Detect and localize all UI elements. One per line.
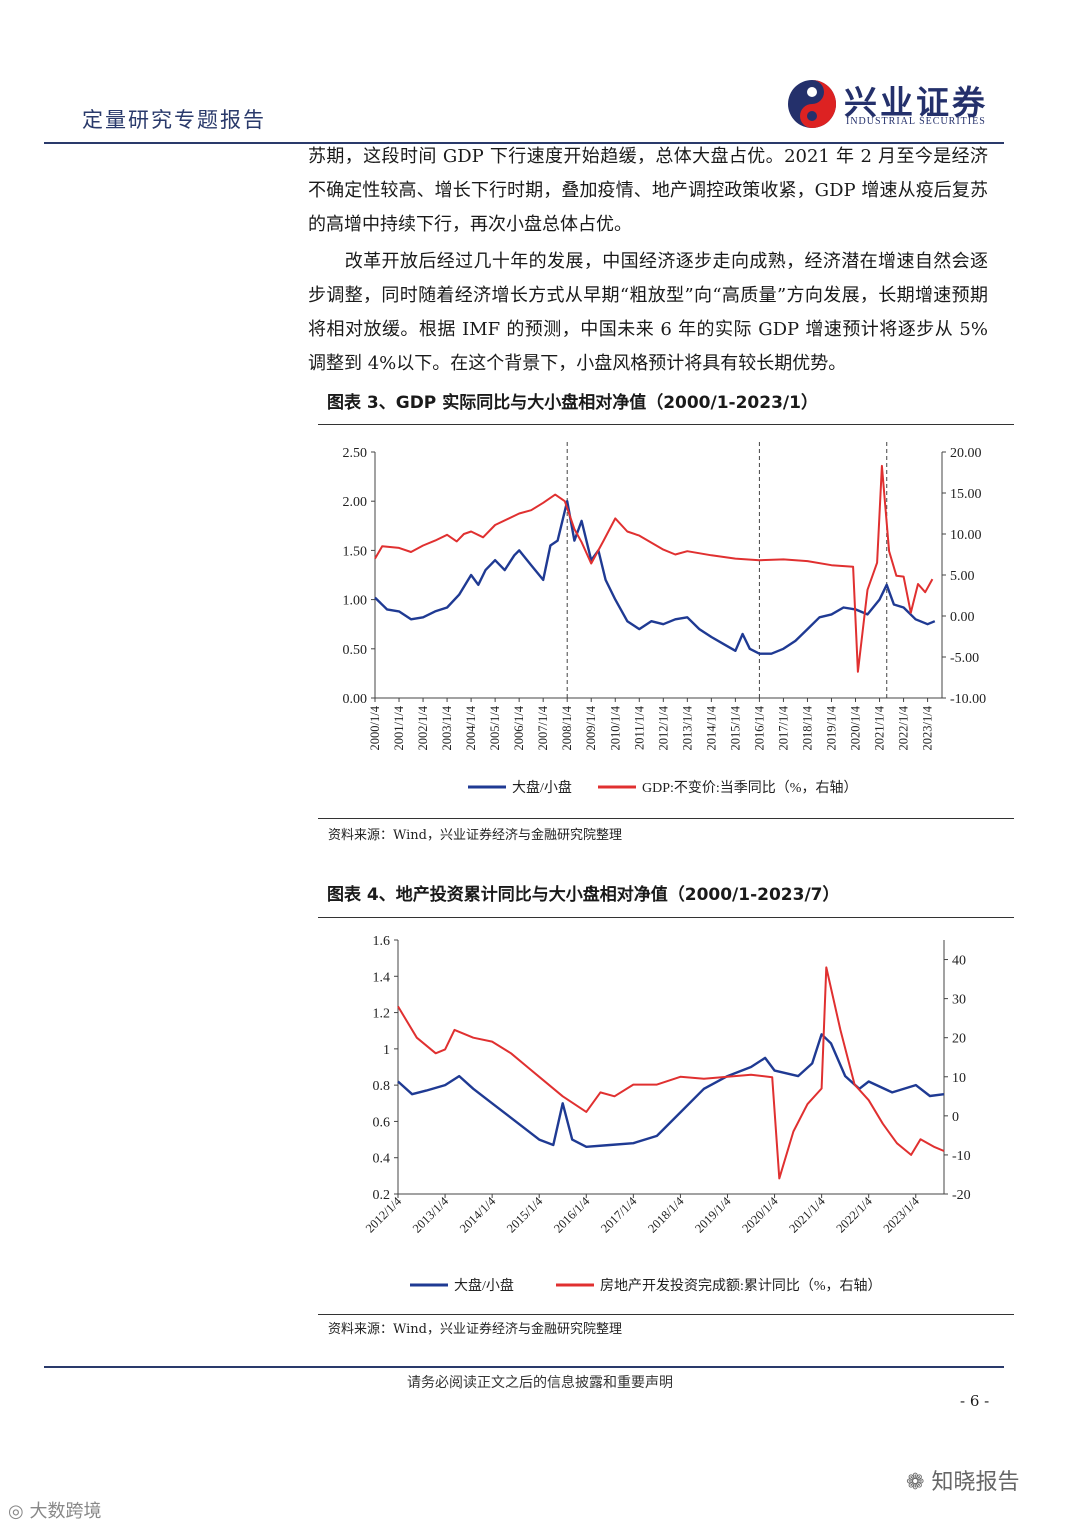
figure3-x-tick-label: 2016/1/4 — [752, 705, 766, 750]
figure3-x-tick-label: 2001/1/4 — [392, 705, 406, 750]
figure4-left-tick-label: 0.4 — [373, 1152, 391, 1167]
figure4-series-line-1 — [397, 1033, 945, 1149]
paragraph-2: 改革开放后经过几十年的发展，中国经济逐步走向成熟，经济潜在增速自然会逐步调整，同… — [308, 251, 988, 374]
figure4-x-tick-label: 2015/1/4 — [504, 1194, 546, 1236]
paragraph-1: 苏期，这段时间 GDP 下行速度开始趋缓，总体大盘占优。2021 年 2 月至今… — [308, 146, 988, 235]
page-number: - 6 - — [960, 1392, 990, 1410]
figure4-title: 图表 4、地产投资累计同比与大小盘相对净值（2000/1-2023/7） — [327, 885, 840, 905]
figure3-x-tick-label: 2012/1/4 — [656, 705, 670, 750]
figure3-x-tick-label: 2000/1/4 — [368, 705, 382, 750]
figure4-series-line-2 — [397, 966, 945, 1180]
wechat-icon: ❁ — [906, 1470, 925, 1495]
figure4-bottom-rule — [318, 1314, 1014, 1315]
figure4-left-tick-label: 0.8 — [373, 1079, 391, 1094]
figure3-x-tick-label: 2005/1/4 — [488, 705, 502, 750]
watermark-right: ❁ 知晓报告 — [906, 1464, 1019, 1496]
footer-divider — [44, 1366, 1004, 1368]
watermark-left-text: 大数跨境 — [29, 1501, 102, 1522]
figure3-left-tick-label: 2.50 — [343, 446, 368, 461]
figure3-left-tick-label: 2.00 — [343, 495, 368, 510]
figure4-legend-label-1: 大盘/小盘 — [454, 1277, 514, 1294]
figure3-x-tick-label: 2023/1/4 — [921, 705, 935, 750]
figure4-left-tick-label: 1 — [383, 1043, 390, 1058]
figure3-x-tick-label: 2019/1/4 — [824, 705, 838, 750]
figure3-right-tick-label: -10.00 — [950, 692, 986, 707]
watermark-left: ◎ 大数跨境 — [8, 1497, 101, 1523]
figure4-x-tick-label: 2017/1/4 — [598, 1194, 640, 1236]
figure3-x-tick-label: 2015/1/4 — [728, 705, 742, 750]
figure3-x-tick-label: 2004/1/4 — [464, 705, 478, 750]
figure4-right-tick-label: 0 — [952, 1110, 959, 1125]
figure4-right-tick-label: 40 — [952, 954, 966, 969]
figure3-bottom-rule — [318, 818, 1014, 819]
figure4-legend-label-2: 房地产开发投资完成额:累计同比（%，右轴） — [600, 1278, 882, 1294]
figure3-x-tick-label: 2020/1/4 — [849, 705, 863, 750]
figure4-left-tick-label: 1.2 — [373, 1007, 391, 1022]
figure3-x-tick-label: 2017/1/4 — [776, 705, 790, 750]
figure4-left-tick-label: 0.6 — [373, 1115, 391, 1130]
figure4-top-rule — [318, 917, 1014, 918]
figure3-left-tick-label: 1.50 — [343, 544, 368, 559]
figure4-left-tick-label: 1.6 — [373, 934, 391, 949]
watermark-right-text: 知晓报告 — [931, 1470, 1020, 1495]
figure3-legend-label-2: GDP:不变价:当季同比（%，右轴） — [642, 780, 857, 796]
figure3-x-tick-label: 2013/1/4 — [680, 705, 694, 750]
figure4-left-tick-label: 1.4 — [373, 970, 391, 985]
figure3-chart: 0.00 0.50 1.00 1.50 2.00 2.50 -10.00 -5.00 0.00 5… — [343, 442, 986, 796]
logo-subtitle: INDUSTRIAL SECURITIES — [846, 116, 986, 127]
figure3-x-tick-label: 2010/1/4 — [608, 705, 622, 750]
figure4-right-tick-label: 30 — [952, 993, 966, 1008]
report-type-title: 定量研究专题报告 — [82, 108, 266, 132]
figure3-x-tick-label: 2011/1/4 — [632, 705, 646, 750]
figure4-right-tick-label: -10 — [952, 1149, 971, 1164]
company-logo: 兴业证券 INDUSTRIAL SECURITIES — [782, 74, 1012, 134]
figure3-x-tick-label: 2018/1/4 — [800, 705, 814, 750]
figure4-x-tick-label: 2021/1/4 — [786, 1194, 828, 1236]
figure3-top-rule — [318, 424, 1014, 425]
figure3-x-tick-label: 2009/1/4 — [584, 705, 598, 750]
figure3-legend-label-1: 大盘/小盘 — [512, 779, 572, 796]
figure3-right-tick-label: 5.00 — [950, 569, 975, 584]
figure4-x-tick-label: 2019/1/4 — [692, 1194, 734, 1236]
figure4-x-tick-label: 2018/1/4 — [645, 1194, 687, 1236]
figure3-right-tick-label: 15.00 — [950, 487, 982, 502]
figure3-x-tick-label: 2021/1/4 — [873, 705, 887, 750]
figure4-x-tick-label: 2022/1/4 — [833, 1194, 875, 1236]
figure3-series-line-2 — [374, 464, 934, 673]
body-text: 苏期，这段时间 GDP 下行速度开始趋缓，总体大盘占优。2021 年 2 月至今… — [308, 140, 988, 381]
figure3-x-tick-label: 2022/1/4 — [897, 705, 911, 750]
figure4-right-tick-label: 10 — [952, 1071, 966, 1086]
logo-name: 兴业证券 — [844, 83, 988, 122]
figure3-right-tick-label: -5.00 — [950, 651, 979, 666]
figure3-x-tick-label: 2014/1/4 — [704, 705, 718, 750]
figure3-x-tick-label: 2006/1/4 — [512, 705, 526, 750]
figure3-series-line-1 — [374, 499, 936, 655]
figure3-left-tick-label: 0.50 — [343, 643, 368, 658]
logo-mark-icon — [788, 80, 836, 128]
figure3-title: 图表 3、GDP 实际同比与大小盘相对净值（2000/1-2023/1） — [327, 393, 818, 413]
figure3-x-tick-label: 2007/1/4 — [536, 705, 550, 750]
brand-icon: ◎ — [8, 1501, 24, 1522]
figure4-chart: 0.2 0.4 0.6 0.8 1 1.2 1.4 1.6 -20 -10 0 10 20 30 40 201… — [363, 934, 971, 1294]
figure3-right-tick-label: 0.00 — [950, 610, 975, 625]
figure3-left-tick-label: 1.00 — [343, 594, 368, 609]
figure4-right-tick-label: -20 — [952, 1188, 971, 1203]
figure3-right-tick-label: 10.00 — [950, 528, 982, 543]
figure4-x-tick-label: 2013/1/4 — [410, 1194, 452, 1236]
figure3-left-tick-label: 0.00 — [343, 692, 368, 707]
figure4-x-tick-label: 2016/1/4 — [551, 1194, 593, 1236]
disclaimer-note: 请务必阅读正文之后的信息披露和重要声明 — [407, 1375, 673, 1391]
figure3-source: 资料来源：Wind，兴业证券经济与金融研究院整理 — [328, 828, 622, 843]
header-divider — [44, 142, 1004, 144]
figure4-left-tick-label: 0.2 — [373, 1188, 391, 1203]
figure4-x-tick-label: 2014/1/4 — [457, 1194, 499, 1236]
figure4-x-tick-label: 2023/1/4 — [881, 1194, 923, 1236]
figure4-source: 资料来源：Wind，兴业证券经济与金融研究院整理 — [328, 1322, 622, 1337]
figure3-x-tick-label: 2008/1/4 — [560, 705, 574, 750]
figure3-right-tick-label: 20.00 — [950, 446, 982, 461]
figure3-x-tick-label: 2003/1/4 — [440, 705, 454, 750]
figure4-x-tick-label: 2020/1/4 — [739, 1194, 781, 1236]
figure3-x-tick-label: 2002/1/4 — [416, 705, 430, 750]
figure4-right-tick-label: 20 — [952, 1032, 966, 1047]
